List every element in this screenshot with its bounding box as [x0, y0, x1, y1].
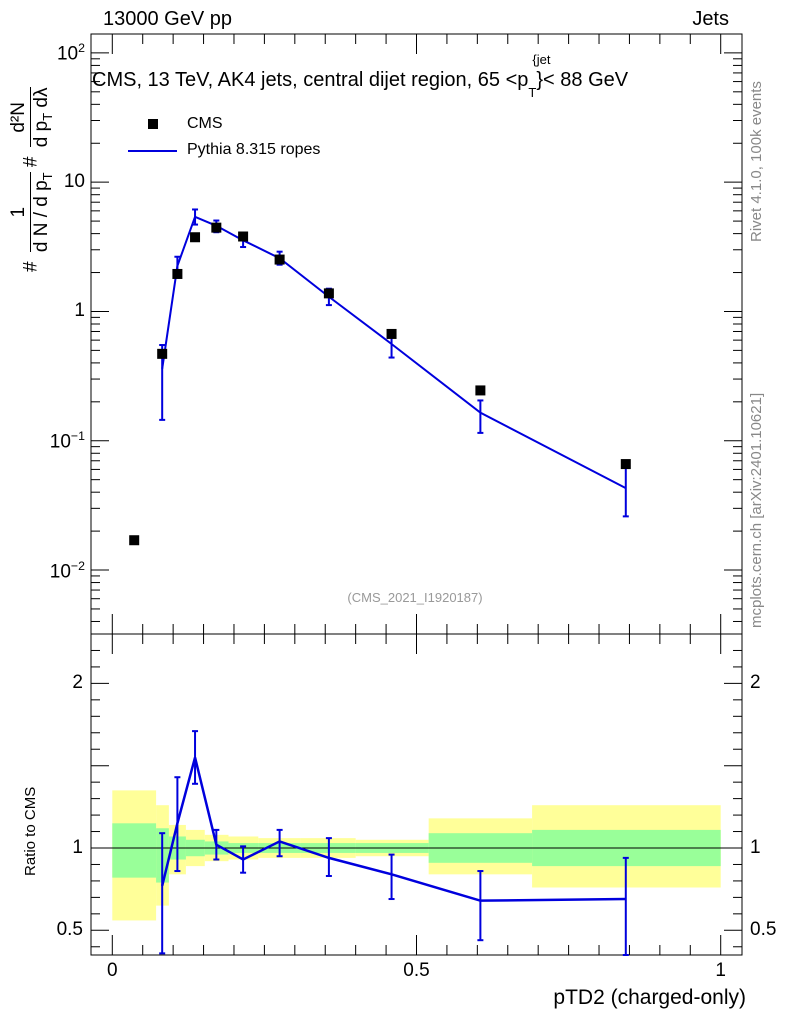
main-y-tick-label-0-exponent: −2 — [70, 558, 85, 573]
main-y-tick-label-3: 10 — [63, 170, 85, 192]
rivet-version-note: Rivet 4.1.0, 100k events — [748, 81, 765, 242]
mcplots-source-note: mcplots.cern.ch [arXiv:2401.10621] — [748, 392, 765, 628]
ylabel-den-sub: T — [39, 172, 55, 181]
ylabel-dp: d p — [31, 120, 52, 148]
ratio-y-tick-label-right-1: 1 — [750, 836, 761, 858]
cms-data-point-5 — [238, 231, 249, 242]
main-y-tick-label-1-exponent: −1 — [70, 429, 85, 444]
cms-data-point-1 — [157, 348, 168, 359]
cms-data-point-2 — [172, 268, 183, 279]
x-tick-label-2: 1 — [715, 960, 726, 981]
main-y-tick-label-2: 1 — [74, 300, 85, 322]
main-y-tick-label-0: 10−2 — [49, 558, 85, 582]
energy-label: 13000 GeV pp — [103, 8, 232, 30]
ylabel-dlambda: dλ — [31, 87, 52, 108]
title-main: CMS, 13 TeV, AK4 jets, central dijet reg… — [92, 69, 529, 91]
cms-data-point-8 — [386, 328, 397, 339]
cms-data-point-4 — [211, 222, 222, 233]
ylabel-numerator: 1 — [8, 172, 31, 253]
series-group — [129, 208, 631, 546]
ratio-y-tick-label-right-2: 2 — [750, 671, 761, 693]
analysis-watermark: (CMS_2021_I1920187) — [347, 590, 483, 605]
ratio-series-group — [159, 730, 629, 956]
category-label: Jets — [692, 8, 729, 30]
axis-ticks — [91, 34, 742, 955]
legend-marks — [128, 119, 177, 152]
ylabel-dp-sub: T — [39, 112, 55, 121]
legend-label-pythia: Pythia 8.315 ropes — [187, 141, 321, 158]
legend-marker-cms — [148, 119, 158, 129]
chart-title: CMS, 13 TeV, AK4 jets, central dijet reg… — [92, 52, 629, 100]
mc-series-line — [161, 215, 627, 490]
ylabel-hash: # — [20, 261, 42, 272]
cms-data-point-6 — [274, 254, 285, 265]
ratio-plot-frame — [90, 633, 743, 956]
ratio-y-tick-label-right-0: 0.5 — [750, 918, 777, 940]
title-tail: }< 88 GeV — [536, 69, 629, 91]
green-band-0 — [112, 823, 157, 878]
ratio-uncertainty-bands — [91, 790, 742, 921]
main-y-tick-label-4: 102 — [56, 41, 85, 65]
main-y-axis-label: # 1 d N / d pT # d²N d pT dλ — [8, 87, 55, 272]
ratio-y-tick-label-left-1: 1 — [72, 836, 83, 858]
cms-data-point-10 — [620, 459, 631, 470]
ylabel-denominator: d N / d p — [31, 180, 52, 253]
ratio-y-tick-label-left-0: 0.5 — [56, 918, 83, 940]
x-tick-label-1: 0.5 — [403, 960, 430, 981]
ratio-mc-line — [160, 757, 626, 902]
ylabel-d2n: d²N — [8, 87, 31, 148]
x-tick-label-0: 0 — [106, 960, 118, 981]
ratio-y-axis-label: Ratio to CMS — [22, 786, 39, 876]
ylabel-hash-2: # — [20, 156, 42, 168]
main-y-tick-label-1: 10−1 — [49, 429, 85, 453]
title-sub: T — [528, 85, 537, 100]
title-sup: {jet — [532, 52, 551, 67]
cms-data-point-7 — [323, 288, 334, 299]
x-axis-label: pTD2 (charged-only) — [553, 986, 746, 1009]
cms-data-point-3 — [190, 232, 201, 243]
ratio-y-tick-label-left-2: 2 — [72, 671, 83, 693]
main-y-tick-label-4-exponent: 2 — [78, 41, 85, 56]
cms-data-point-9 — [475, 385, 486, 396]
legend-label-cms: CMS — [187, 115, 223, 132]
cms-data-point-0 — [129, 535, 140, 546]
